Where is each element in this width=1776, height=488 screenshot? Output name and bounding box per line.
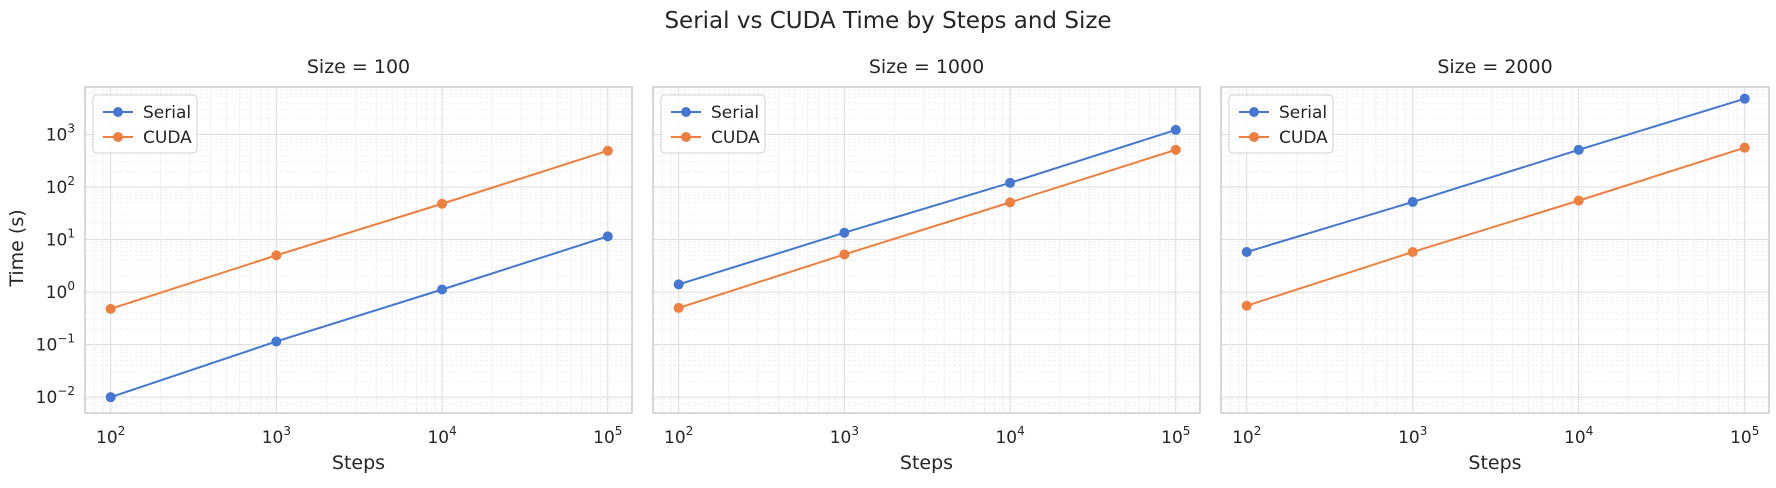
legend: Serial CUDA xyxy=(660,94,766,154)
legend-label: CUDA xyxy=(711,128,760,148)
y-axis-label: Time (s) xyxy=(6,209,28,287)
x-tick-label: 103 xyxy=(262,424,291,448)
x-tick-label: 102 xyxy=(96,424,125,448)
series-line xyxy=(110,235,609,399)
legend-marker xyxy=(681,132,691,142)
legend-label: Serial xyxy=(1279,103,1327,123)
data-point xyxy=(673,302,684,313)
y-tick-label: 10−1 xyxy=(36,332,75,356)
data-point xyxy=(1170,144,1181,155)
y-tick-label: 102 xyxy=(46,174,75,198)
series-line xyxy=(678,148,1177,309)
data-point xyxy=(1573,195,1584,206)
grid xyxy=(85,87,632,413)
axes-frame xyxy=(1220,86,1770,414)
series-line xyxy=(1246,97,1746,253)
data-point xyxy=(1739,142,1750,153)
figure-title: Serial vs CUDA Time by Steps and Size xyxy=(664,8,1111,34)
series-serial xyxy=(105,231,613,403)
data-point xyxy=(1407,196,1418,207)
legend: Serial CUDA xyxy=(1228,94,1334,154)
x-tick-label: 104 xyxy=(427,424,456,448)
series-serial xyxy=(1241,93,1750,257)
subplot-1: Size = 100 Steps 102 103 104 105 10−2 10−1 100 10… xyxy=(36,56,633,474)
x-tick-label: 102 xyxy=(1232,424,1261,448)
legend-marker xyxy=(681,107,691,117)
data-point xyxy=(1005,177,1016,188)
legend-marker xyxy=(113,132,123,142)
series-line xyxy=(1246,146,1746,307)
legend-label: Serial xyxy=(711,103,759,123)
grid xyxy=(1221,87,1769,413)
x-tick-label: 104 xyxy=(995,424,1024,448)
x-tick-label: 103 xyxy=(1398,424,1427,448)
x-tick-label: 105 xyxy=(593,424,622,448)
x-tick-label: 103 xyxy=(830,424,859,448)
y-tick-label: 101 xyxy=(46,227,75,251)
data-point xyxy=(1241,300,1252,311)
legend-label: CUDA xyxy=(1279,128,1328,148)
legend: Serial CUDA xyxy=(92,94,198,154)
data-point xyxy=(1170,124,1181,135)
data-point xyxy=(1005,197,1016,208)
data-point xyxy=(602,145,613,156)
series-line xyxy=(110,149,609,310)
series-serial xyxy=(673,124,1181,290)
x-axis-label: Steps xyxy=(332,452,385,474)
subplot-2: Size = 1000 Steps 102 103 104 105 Serial CUDA xyxy=(652,56,1201,474)
y-tick-label: 10−2 xyxy=(36,384,75,408)
legend-marker xyxy=(113,107,123,117)
legend-marker xyxy=(1249,107,1259,117)
data-point xyxy=(839,249,850,260)
subplot-title: Size = 2000 xyxy=(1437,56,1552,78)
data-point xyxy=(602,231,613,242)
y-tick-label: 100 xyxy=(46,279,75,303)
data-point xyxy=(1739,93,1750,104)
data-point xyxy=(271,336,282,347)
y-tick-label: 103 xyxy=(46,121,75,145)
data-point xyxy=(105,392,116,403)
series-cuda xyxy=(105,145,613,314)
axes-frame xyxy=(652,86,1201,414)
subplot-title: Size = 1000 xyxy=(869,56,984,78)
data-point xyxy=(1407,246,1418,257)
data-point xyxy=(1573,144,1584,155)
subplots: Size = 100 Steps 102 103 104 105 10−2 10−1 100 10… xyxy=(36,56,1770,474)
data-point xyxy=(271,250,282,261)
legend-marker xyxy=(1249,132,1259,142)
data-point xyxy=(839,227,850,238)
x-tick-label: 105 xyxy=(1161,424,1190,448)
subplot-3: Size = 2000 Steps 102 103 104 105 Serial CUDA xyxy=(1220,56,1770,474)
series-cuda xyxy=(673,144,1181,313)
axes-frame xyxy=(84,86,633,414)
legend-label: Serial xyxy=(143,103,191,123)
x-axis-label: Steps xyxy=(900,452,953,474)
data-point xyxy=(105,303,116,314)
series-cuda xyxy=(1241,142,1750,311)
x-tick-label: 102 xyxy=(664,424,693,448)
x-axis-label: Steps xyxy=(1468,452,1521,474)
x-tick-label: 105 xyxy=(1730,424,1759,448)
data-point xyxy=(437,198,448,209)
x-tick-label: 104 xyxy=(1564,424,1593,448)
data-point xyxy=(437,284,448,295)
data-point xyxy=(673,279,684,290)
data-point xyxy=(1241,246,1252,257)
legend-label: CUDA xyxy=(143,128,192,148)
subplot-title: Size = 100 xyxy=(307,56,410,78)
series-line xyxy=(678,128,1177,286)
